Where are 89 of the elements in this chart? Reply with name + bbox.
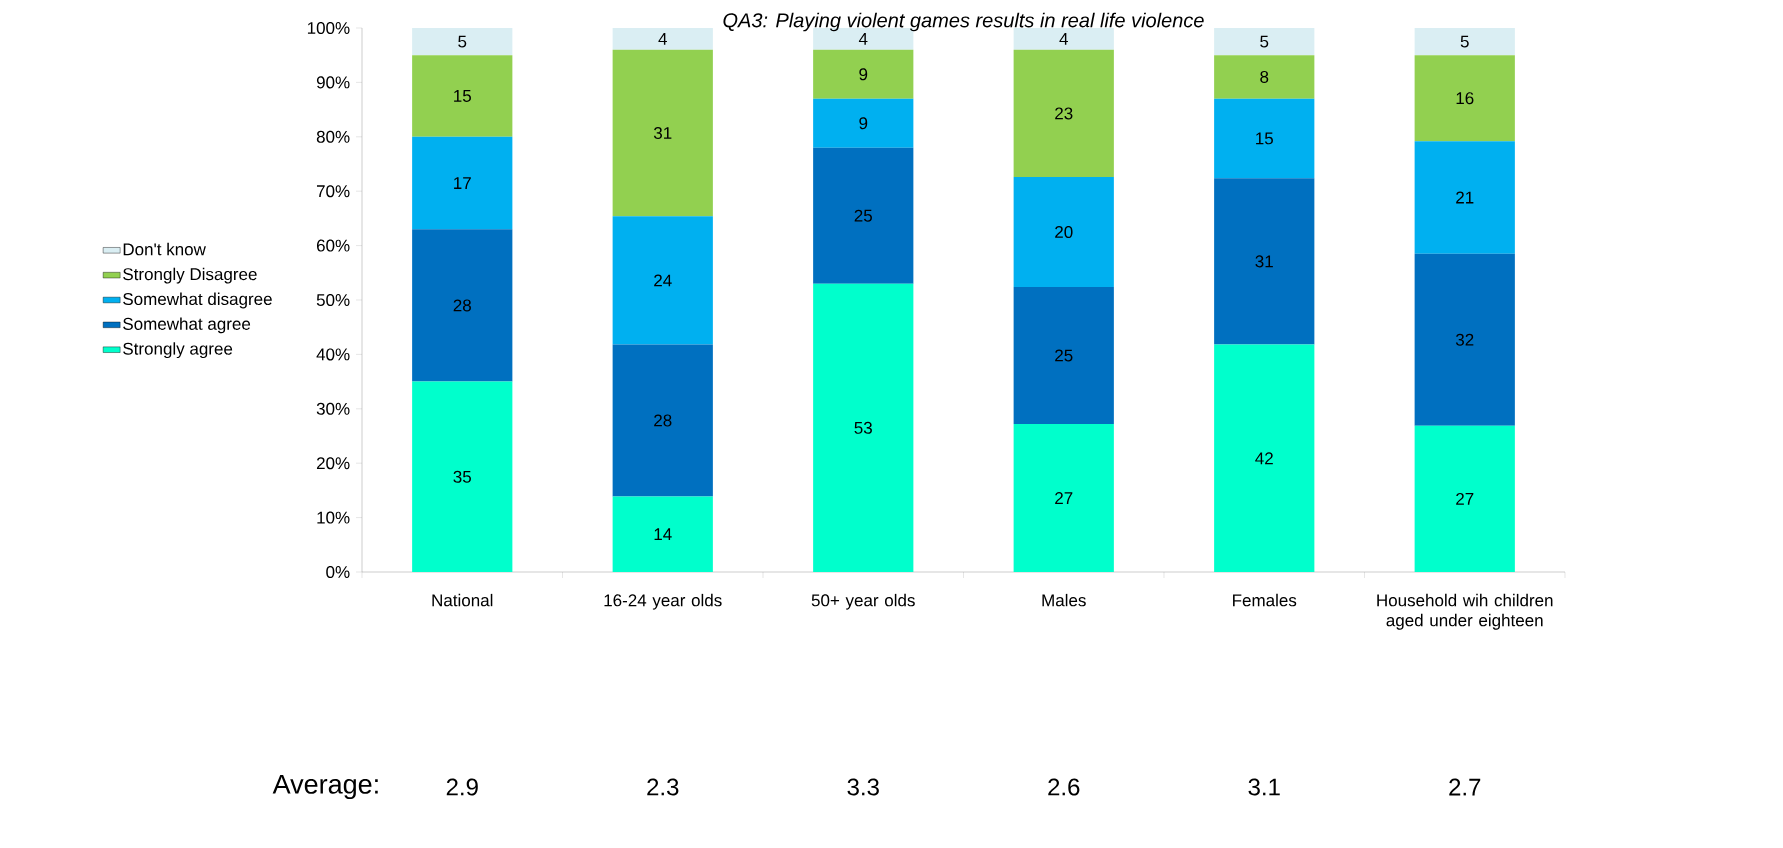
data-label: 15 — [454, 90, 471, 102]
bar — [412, 229, 513, 382]
data-label: 8 — [1260, 70, 1269, 83]
bar — [1214, 178, 1315, 345]
bar — [412, 136, 513, 230]
data-label: 31 — [1255, 255, 1273, 268]
data-label: 4 — [1059, 33, 1068, 45]
bar — [1013, 424, 1114, 572]
y-tick-label: 10% — [317, 511, 350, 524]
bar — [1013, 49, 1114, 178]
bar — [1414, 425, 1515, 572]
y-tick-label: 40% — [316, 348, 350, 361]
data-label: 27 — [1055, 492, 1073, 504]
data-label: 32 — [1455, 333, 1474, 346]
bar — [813, 49, 914, 99]
data-label: 27 — [1456, 492, 1474, 505]
data-label: 25 — [1055, 349, 1073, 362]
chart-title: QA3: Playing violent games results in real life violence — [723, 12, 1204, 32]
text: Average: — [272, 774, 378, 800]
data-label: 14 — [654, 528, 672, 541]
bar — [412, 55, 513, 137]
x-tick-label: National — [432, 593, 493, 607]
text: 2.9 — [446, 778, 478, 796]
data-label: 17 — [454, 177, 471, 189]
x-tick-label: 16-24 year olds — [604, 593, 722, 610]
legend-label: Strongly agree — [123, 342, 233, 359]
bar — [1414, 55, 1515, 142]
bar — [1013, 177, 1114, 287]
y-tick-label: 80% — [316, 130, 350, 143]
bar — [612, 28, 713, 50]
y-tick-label: 60% — [316, 239, 350, 252]
y-tick-label: 100% — [307, 21, 350, 35]
bar — [1414, 253, 1515, 426]
y-tick-label: 90% — [316, 76, 350, 89]
data-label: 16 — [1456, 92, 1474, 105]
bar — [813, 147, 914, 284]
data-label: 53 — [854, 421, 872, 434]
text: 3.1 — [1248, 778, 1280, 796]
y-tick-label: 30% — [316, 402, 350, 415]
bar — [612, 496, 713, 572]
text: 3.3 — [847, 778, 879, 796]
legend-label: Somewhat agree — [123, 317, 251, 334]
data-label: 5 — [1460, 35, 1469, 48]
data-label: 5 — [1260, 35, 1269, 48]
bar — [1414, 28, 1515, 56]
data-label: 28 — [453, 299, 471, 312]
data-label: 20 — [1055, 225, 1073, 239]
bar — [1214, 28, 1315, 56]
data-label: 4 — [658, 33, 667, 45]
bar — [813, 98, 914, 148]
bar — [412, 381, 513, 572]
data-label: 9 — [859, 68, 868, 81]
bar — [612, 216, 713, 345]
data-label: 31 — [653, 126, 672, 140]
y-tick-label: 50% — [316, 293, 350, 307]
bar — [1013, 286, 1114, 425]
bar — [1214, 98, 1315, 179]
data-label: 35 — [453, 470, 471, 483]
text: 2.6 — [1048, 778, 1080, 796]
legend-label: Strongly Disagree — [123, 267, 257, 284]
data-label: 21 — [1456, 191, 1474, 204]
legend-label: Don't know — [123, 242, 206, 256]
y-tick-label: 70% — [316, 185, 350, 198]
x-tick-label: 50+ year olds — [811, 593, 915, 610]
data-label: 9 — [859, 117, 868, 130]
data-label: 23 — [1055, 107, 1073, 120]
data-label: 4 — [858, 33, 868, 45]
data-label: 28 — [654, 414, 672, 427]
y-tick-label: 0% — [326, 565, 350, 579]
data-label: 15 — [1256, 132, 1273, 145]
y-tick-label: 20% — [316, 457, 350, 470]
bar — [1414, 141, 1515, 254]
data-label: 24 — [654, 274, 672, 287]
legend-label: Somewhat disagree — [123, 292, 272, 309]
bar — [1214, 55, 1315, 99]
bar — [612, 49, 713, 217]
bar — [612, 344, 713, 497]
data-label: 5 — [458, 35, 467, 48]
data-label: 42 — [1255, 452, 1273, 465]
bar — [813, 283, 914, 572]
data-label: 25 — [854, 209, 872, 222]
bar — [1214, 344, 1315, 572]
bar — [412, 28, 513, 56]
text: 2.3 — [647, 778, 679, 796]
bar — [1013, 28, 1114, 50]
text: 2.7 — [1449, 778, 1481, 796]
x-tick-label: Household wih children aged under eighteen — [1377, 593, 1553, 630]
x-tick-label: Females — [1233, 593, 1297, 607]
x-tick-label: Males — [1042, 593, 1086, 607]
